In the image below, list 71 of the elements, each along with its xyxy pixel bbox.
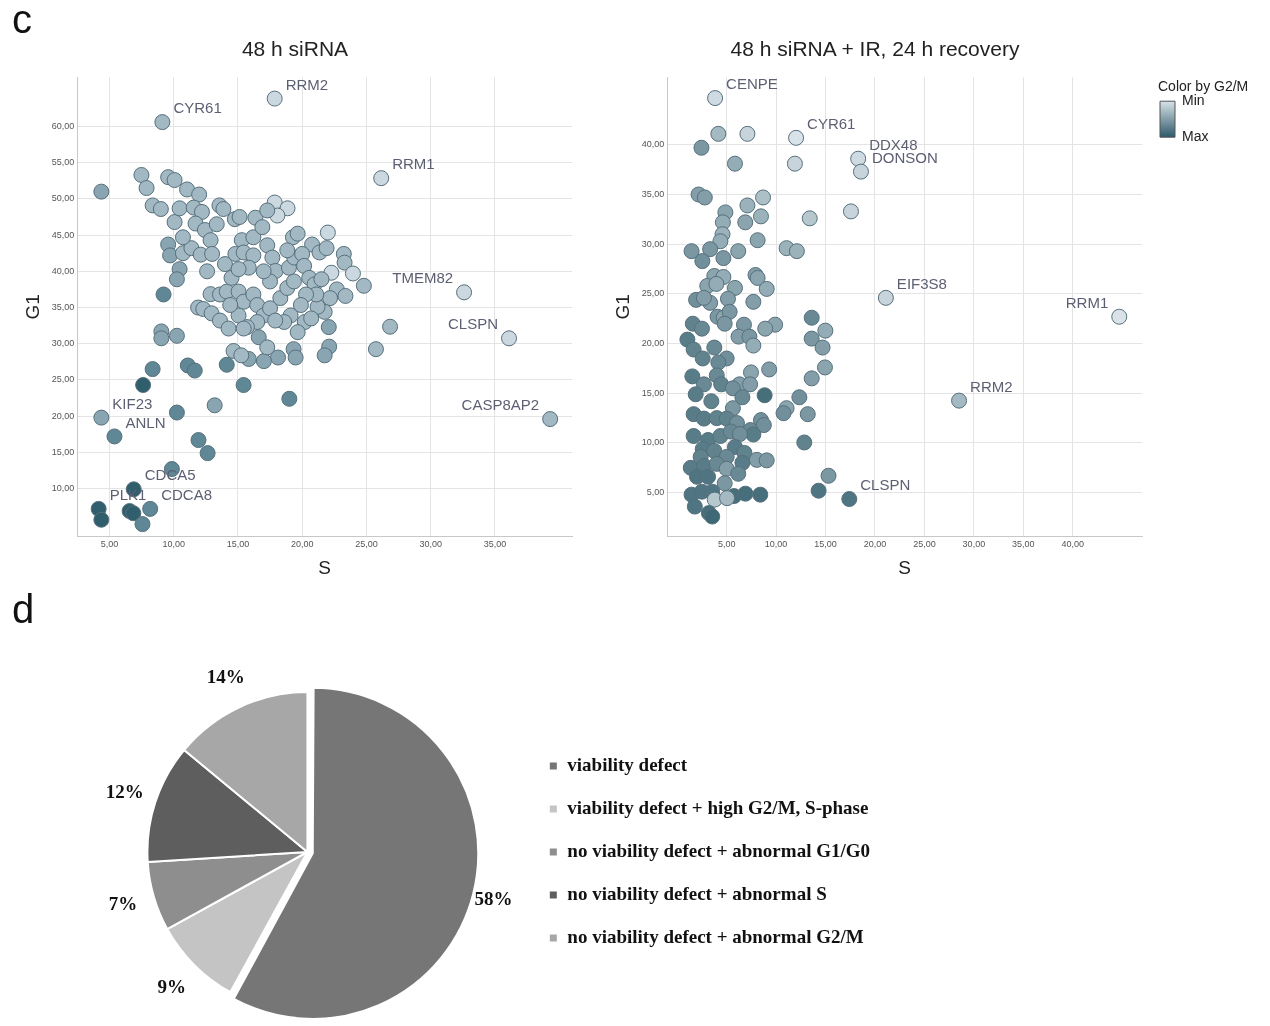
color-bar-label: Min xyxy=(1182,92,1205,109)
y-tick-label: 10,00 xyxy=(51,483,75,494)
annotation: CLSPN xyxy=(860,476,911,494)
x-tick-label: 25,00 xyxy=(355,539,378,550)
x-tick-label: 5,00 xyxy=(100,539,119,550)
data-label: 9% xyxy=(157,975,186,997)
chart-title: 48 h siRNA + IR, 24 h recovery xyxy=(730,37,1020,61)
annotation: CASP8AP2 xyxy=(461,396,540,414)
legend-label: viability defect xyxy=(567,753,688,775)
legend-label: no viability defect + abnormal G1/G0 xyxy=(567,839,870,861)
color-bar-label: Max xyxy=(1182,128,1209,145)
x-tick-label: 20,00 xyxy=(863,539,887,550)
legend-label: viability defect + high G2/M, S-phase xyxy=(567,796,869,818)
annotation: DDX48 xyxy=(869,135,918,153)
x-tick-label: 10,00 xyxy=(162,539,185,550)
annotation: CLSPN xyxy=(448,315,499,333)
data-label: 58% xyxy=(474,887,513,909)
x-tick-label: 5,00 xyxy=(717,539,736,550)
y-axis-title: G1 xyxy=(21,294,43,320)
legend-label: no viability defect + abnormal G2/M xyxy=(567,925,864,947)
y-tick-label: 30,00 xyxy=(51,338,75,349)
y-tick-label: 60,00 xyxy=(51,120,75,131)
x-tick-label: 20,00 xyxy=(290,539,314,550)
y-tick-label: 35,00 xyxy=(641,188,665,199)
annotation: RRM1 xyxy=(392,155,435,173)
y-tick-label: 50,00 xyxy=(51,193,75,204)
annotation: ANLN xyxy=(125,413,166,431)
annotation: KIF23 xyxy=(112,394,153,412)
x-tick-label: 15,00 xyxy=(226,539,250,550)
x-tick-label: 35,00 xyxy=(1012,539,1035,550)
annotation: CYR61 xyxy=(173,99,222,117)
text: c xyxy=(12,0,32,42)
x-tick-label: 10,00 xyxy=(764,539,788,550)
data-label: 14% xyxy=(206,666,245,688)
y-tick-label: 15,00 xyxy=(51,446,75,457)
annotation: CENPE xyxy=(726,75,778,93)
y-tick-label: 15,00 xyxy=(641,387,665,398)
y-tick-label: 25,00 xyxy=(51,374,75,385)
y-tick-label: 55,00 xyxy=(51,157,75,168)
y-tick-label: 25,00 xyxy=(641,288,665,299)
y-tick-label: 20,00 xyxy=(641,338,665,349)
x-tick-label: 35,00 xyxy=(483,539,507,550)
chart-title: 48 h siRNA xyxy=(241,37,349,61)
x-tick-label: 40,00 xyxy=(1061,539,1085,550)
y-tick-label: 10,00 xyxy=(641,437,665,448)
y-tick-label: 45,00 xyxy=(51,229,75,240)
text: d xyxy=(12,587,35,632)
x-axis-title: S xyxy=(318,556,331,578)
y-axis-title: G1 xyxy=(611,294,633,320)
annotation: TMEM82 xyxy=(392,269,454,287)
annotation: RRM1 xyxy=(1065,293,1109,311)
annotation: CYR61 xyxy=(807,114,856,132)
y-tick-label: 20,00 xyxy=(51,410,75,421)
annotation: RRM2 xyxy=(970,377,1013,395)
y-tick-label: 5,00 xyxy=(646,487,665,498)
y-tick-label: 40,00 xyxy=(51,265,75,276)
y-tick-label: 30,00 xyxy=(641,238,665,249)
data-label: 7% xyxy=(108,893,138,915)
y-tick-label: 40,00 xyxy=(641,139,665,150)
x-tick-label: 30,00 xyxy=(962,539,986,550)
annotation: CDCA8 xyxy=(161,486,213,504)
x-tick-label: 30,00 xyxy=(419,539,442,550)
y-tick-label: 35,00 xyxy=(51,302,75,313)
x-tick-label: 25,00 xyxy=(913,539,936,550)
color-bar-title: Color by G2/M xyxy=(1158,78,1249,95)
data-label: 12% xyxy=(105,780,144,802)
x-axis-title: S xyxy=(898,556,911,578)
legend-label: no viability defect + abnormal S xyxy=(567,882,827,904)
annotation: EIF3S8 xyxy=(896,275,947,292)
annotation: RRM2 xyxy=(285,75,329,93)
x-tick-label: 15,00 xyxy=(814,539,837,550)
